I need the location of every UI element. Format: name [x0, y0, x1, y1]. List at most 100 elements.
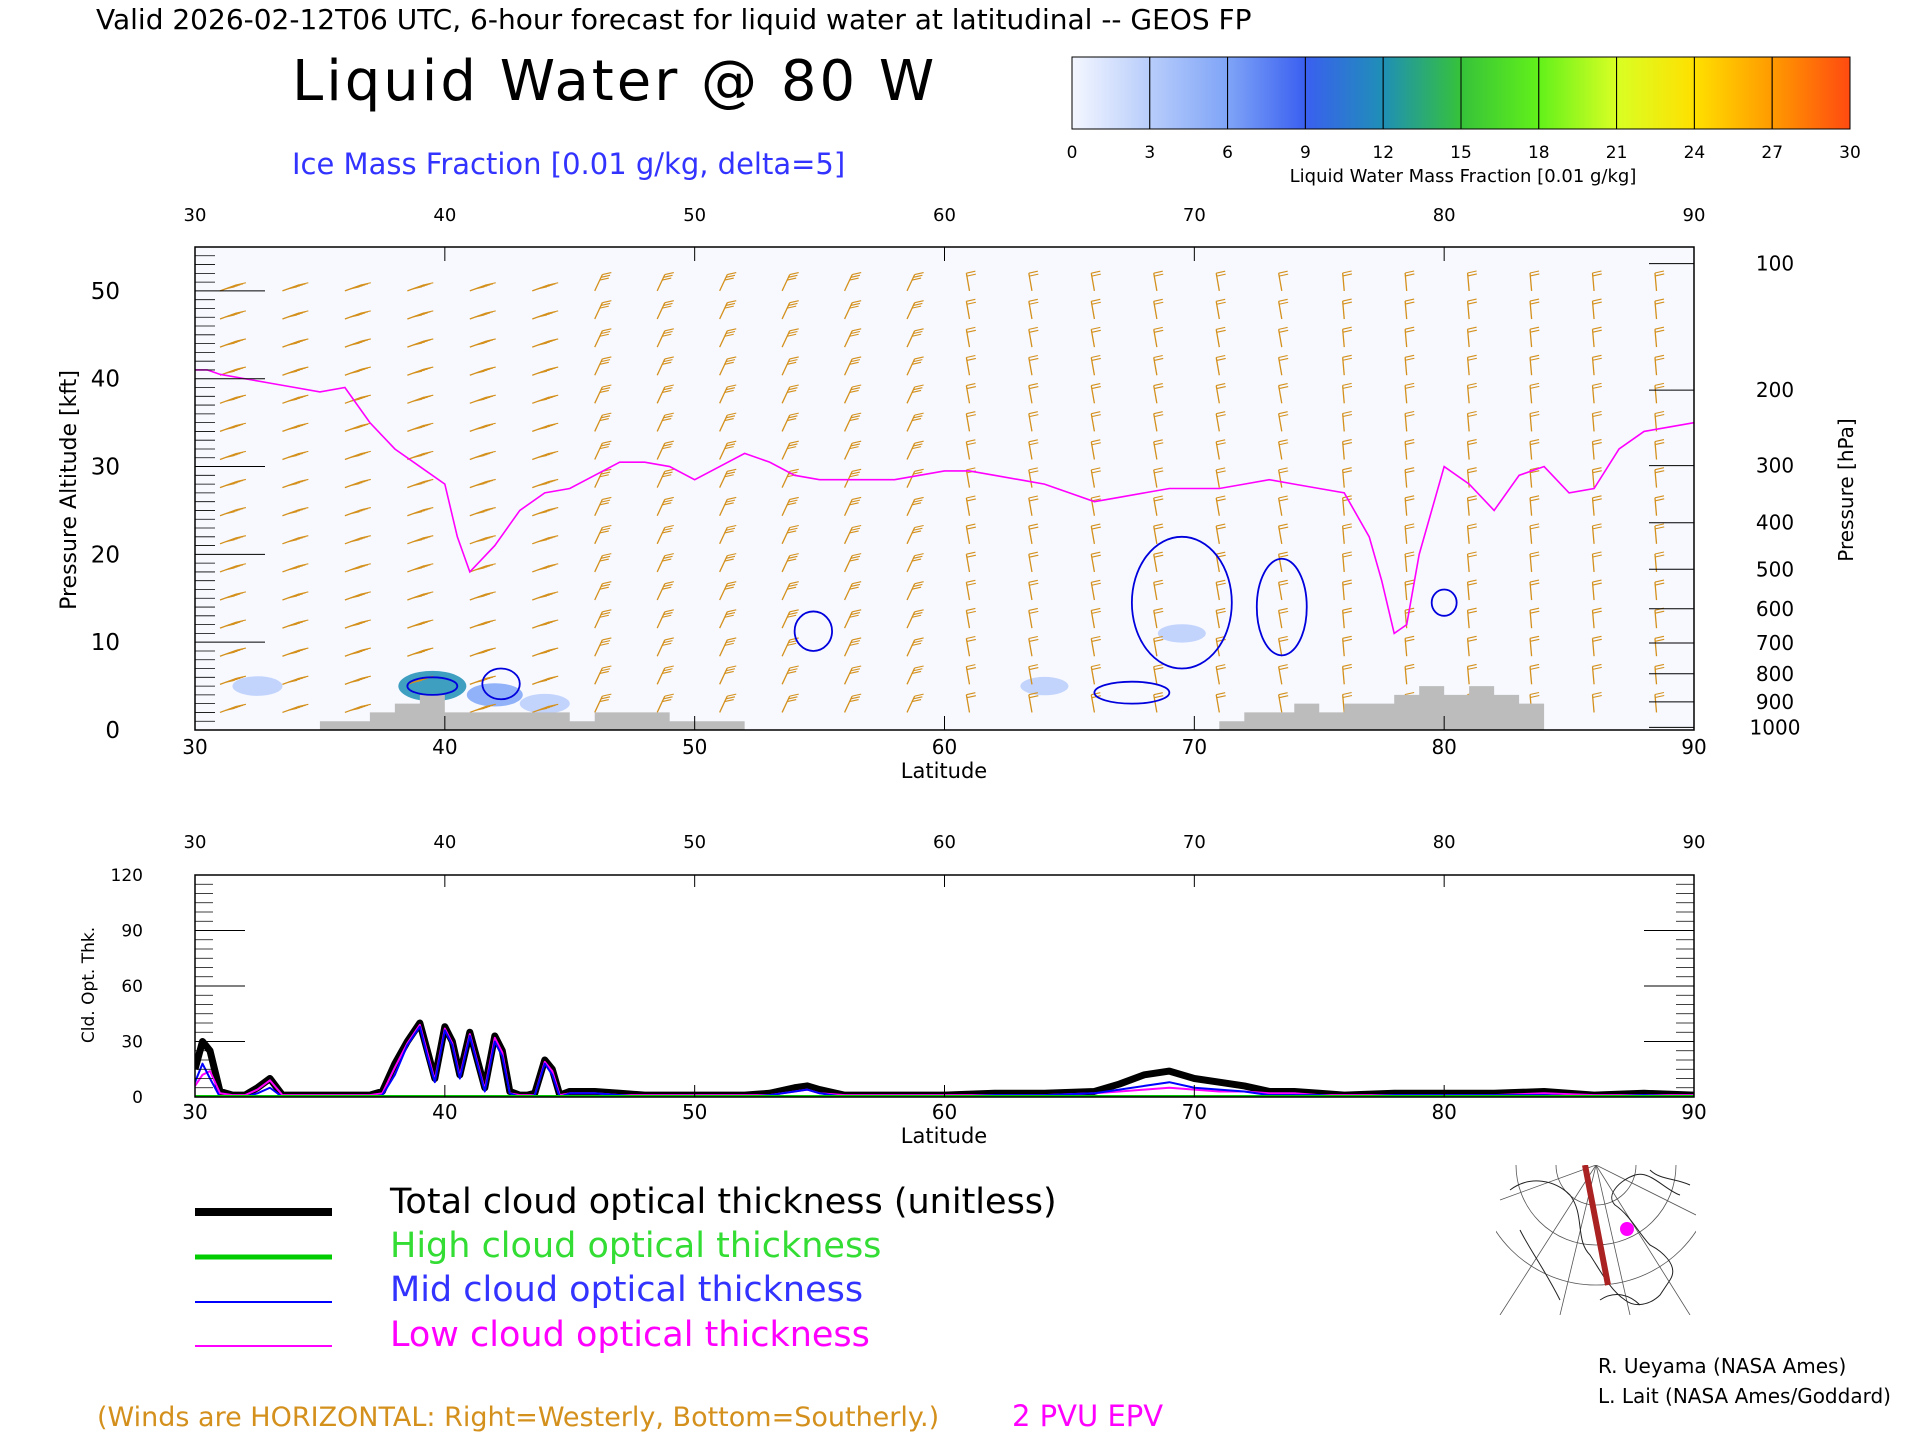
wind-barb — [1215, 270, 1226, 292]
wind-barb — [1466, 270, 1477, 291]
colorbar-tick-label: 27 — [1761, 143, 1783, 163]
bottom-x-tick-label: 30 — [182, 1100, 207, 1124]
wind-barb — [407, 450, 434, 461]
top-y-tick-label: 30 — [91, 455, 120, 481]
wind-barb — [1278, 270, 1289, 292]
wind-barb — [1342, 410, 1353, 432]
top-x-top-tick-label: 80 — [1433, 205, 1456, 226]
wind-barb — [843, 524, 862, 545]
wind-barb — [906, 665, 924, 685]
bottom-y-tick-label: 0 — [132, 1088, 143, 1108]
wind-barb — [1153, 551, 1164, 573]
wind-barb — [1028, 467, 1039, 488]
wind-barb — [469, 478, 496, 489]
wind-barb — [1466, 495, 1477, 516]
wind-barb — [1342, 551, 1353, 572]
wind-barb — [781, 356, 799, 376]
wind-barb — [1591, 354, 1602, 376]
top-x-tick-label: 40 — [432, 735, 457, 759]
wind-barb — [1028, 551, 1039, 573]
wind-barb — [965, 692, 976, 713]
wind-barb — [1028, 383, 1039, 404]
wind-barb — [1654, 467, 1665, 488]
wind-barb — [282, 366, 309, 376]
wind-barb — [1278, 551, 1289, 573]
bottom-y-tick-label: 90 — [121, 922, 143, 942]
wind-barb — [532, 478, 559, 489]
wind-barb — [1404, 410, 1415, 432]
wind-barb — [532, 338, 559, 348]
wind-barb — [282, 675, 309, 685]
wind-barb — [282, 478, 309, 489]
wind-barb — [1028, 354, 1039, 376]
inset-map-cross-section-track — [1582, 1165, 1611, 1286]
colorbar-bin — [1460, 56, 1540, 130]
wind-barb — [1215, 467, 1226, 488]
wind-barb — [282, 338, 309, 348]
wind-barb — [1278, 411, 1289, 432]
wind-barb — [594, 440, 612, 460]
wind-barb — [1215, 495, 1226, 516]
bottom-x-tick-label: 80 — [1431, 1100, 1456, 1124]
top-x-tick-label: 30 — [182, 735, 207, 759]
wind-barb — [469, 703, 496, 714]
wind-barb — [282, 535, 309, 545]
wind-barb — [344, 703, 371, 714]
wind-barb — [1278, 326, 1289, 348]
colorbar-label: Liquid Water Mass Fraction [0.01 g/kg] — [1290, 166, 1637, 187]
top-x-top-tick-label: 70 — [1183, 205, 1206, 226]
valid-line: Valid 2026-02-12T06 UTC, 6-hour forecast… — [96, 3, 1252, 36]
wind-barb — [1591, 326, 1602, 348]
wind-barb — [1153, 411, 1164, 432]
top-xlabel: Latitude — [901, 759, 987, 783]
wind-barb — [1278, 523, 1289, 544]
wind-barb — [1278, 298, 1289, 320]
wind-barb — [219, 507, 247, 517]
wind-barb — [719, 440, 737, 460]
liquid-water-patch — [466, 683, 523, 707]
wind-barb — [1090, 354, 1101, 376]
wind-barb — [1342, 354, 1353, 376]
wind-barb — [719, 496, 737, 516]
wind-barb — [906, 272, 924, 292]
bottom-x-top-tick-label: 60 — [933, 832, 956, 853]
wind-barb — [532, 591, 559, 601]
wind-barb — [219, 338, 247, 348]
wind-barb — [719, 553, 737, 573]
wind-barb — [532, 563, 559, 573]
wind-barb — [407, 282, 434, 292]
top-y2-tick-label: 1000 — [1750, 715, 1801, 739]
wind-barb — [282, 422, 309, 433]
wind-barb — [594, 665, 612, 685]
wind-barb — [965, 635, 976, 657]
wind-barb — [219, 647, 247, 657]
wind-barb — [1028, 326, 1039, 348]
wind-barb — [1153, 270, 1164, 292]
top-x-tick-label: 60 — [932, 735, 957, 759]
top-y-tick-label: 40 — [91, 367, 120, 393]
wind-barb — [1529, 326, 1540, 348]
wind-barb — [906, 356, 924, 376]
wind-barb — [532, 310, 559, 320]
ice-contour — [1430, 588, 1458, 617]
wind-barb — [656, 665, 674, 685]
wind-barb — [407, 422, 434, 433]
wind-barb — [656, 581, 674, 601]
wind-barb — [1466, 439, 1477, 460]
wind-barb — [1342, 298, 1353, 320]
wind-barb — [781, 553, 799, 573]
colorbar-bin — [1149, 56, 1229, 130]
top-x-tick-label: 80 — [1431, 735, 1456, 759]
wind-barb — [469, 394, 496, 404]
wind-barb — [781, 609, 799, 629]
bottom-x-tick-label: 50 — [682, 1100, 707, 1124]
wind-barb — [1028, 411, 1039, 432]
wind-barb — [719, 384, 737, 404]
wind-barb — [843, 496, 862, 516]
wind-barb — [843, 300, 862, 320]
top-x-top-tick-label: 40 — [433, 205, 456, 226]
wind-barb — [1529, 607, 1540, 629]
wind-barb — [1028, 692, 1039, 713]
top-y2-tick-label: 400 — [1756, 511, 1794, 535]
